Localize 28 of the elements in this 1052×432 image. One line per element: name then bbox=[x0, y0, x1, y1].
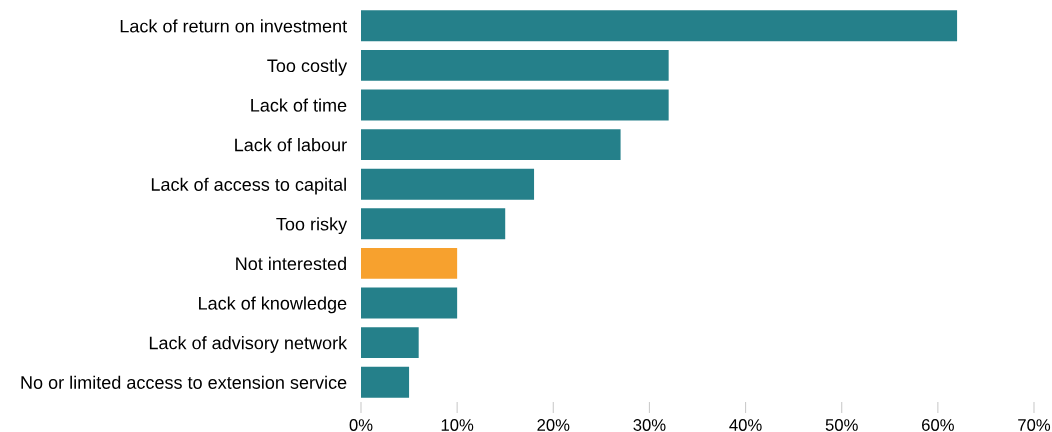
y-tick-label: No or limited access to extension service bbox=[21, 375, 347, 389]
y-tick-label: Lack of access to capital bbox=[151, 177, 346, 195]
bar bbox=[361, 327, 419, 359]
x-tick-label: 60% bbox=[922, 419, 954, 431]
y-tick-label: Lack of time bbox=[251, 98, 347, 112]
x-tick-label: 20% bbox=[537, 419, 570, 431]
x-tick-label: 0% bbox=[349, 419, 373, 431]
x-tick-label: 50% bbox=[825, 419, 858, 431]
y-tick-label: Not interested bbox=[236, 256, 346, 271]
bar bbox=[361, 129, 621, 161]
x-tick-label: 30% bbox=[633, 419, 666, 431]
y-tick-label: Lack of knowledge bbox=[199, 296, 347, 314]
y-tick-label: Lack of advisory network bbox=[149, 336, 348, 353]
bar bbox=[361, 168, 535, 200]
bar bbox=[361, 10, 958, 42]
y-tick-label: Too costly bbox=[267, 58, 348, 76]
bar bbox=[361, 287, 458, 319]
bar bbox=[361, 208, 506, 240]
x-tick-label: 40% bbox=[729, 419, 762, 431]
y-tick-label: Lack of return on investment bbox=[120, 19, 347, 33]
bar bbox=[361, 366, 410, 398]
bar bbox=[361, 49, 669, 81]
bar bbox=[361, 89, 669, 121]
y-tick-label: Too risky bbox=[276, 217, 348, 235]
x-tick-label: 70% bbox=[1018, 419, 1051, 431]
y-tick-label: Lack of labour bbox=[235, 138, 347, 152]
bar bbox=[361, 247, 458, 279]
x-tick-label: 10% bbox=[441, 419, 474, 431]
